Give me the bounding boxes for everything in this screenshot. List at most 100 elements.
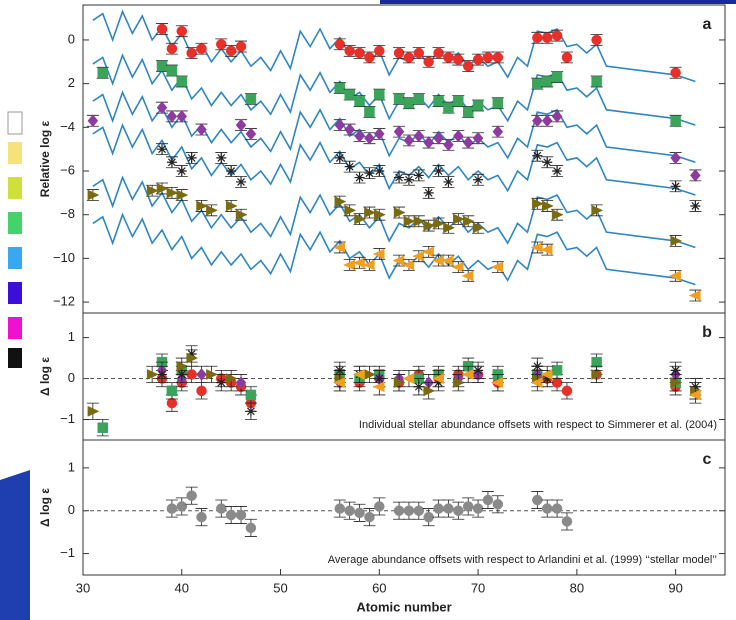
data-point [166, 157, 177, 168]
data-point [352, 257, 365, 269]
data-point [492, 499, 504, 510]
data-point [206, 369, 219, 380]
data-point [374, 501, 385, 512]
data-point [87, 114, 99, 128]
data-point [334, 196, 347, 207]
data-point [176, 360, 189, 372]
data-point [97, 67, 109, 78]
data-point [166, 385, 178, 397]
data-point [362, 259, 375, 271]
data-point [423, 187, 434, 198]
data-point [344, 123, 356, 136]
data-point [670, 377, 683, 389]
data-point [333, 377, 346, 389]
data-point [561, 516, 573, 527]
data-point [472, 54, 484, 65]
data-point [343, 259, 355, 271]
model-line [92, 212, 696, 286]
data-point [461, 270, 474, 282]
data-point [532, 32, 543, 43]
data-point [176, 189, 189, 201]
data-point [235, 376, 247, 390]
data-point [403, 134, 415, 147]
data-point [334, 82, 346, 94]
data-point [196, 200, 209, 212]
x-tick-label: 90 [668, 580, 682, 595]
data-point [344, 161, 355, 172]
data-point [373, 127, 385, 141]
data-point [591, 204, 604, 216]
data-point [422, 246, 434, 258]
data-point [561, 385, 573, 397]
model-line [92, 122, 696, 196]
data-point [196, 368, 207, 381]
data-point [235, 118, 247, 132]
data-point [423, 220, 436, 232]
data-point [443, 138, 454, 152]
data-point [413, 170, 424, 181]
y-tick-label: −1 [60, 545, 75, 560]
data-point [344, 204, 357, 216]
data-point [156, 23, 168, 35]
data-point [532, 78, 543, 89]
data-point [423, 56, 434, 67]
data-point [403, 98, 415, 109]
data-point [542, 157, 553, 168]
data-point [402, 373, 415, 384]
y-tick-label: 1 [68, 329, 75, 344]
data-point [354, 129, 365, 143]
data-point [245, 93, 257, 105]
y-tick-label: −10 [53, 250, 75, 265]
data-point [87, 189, 100, 201]
y-tick-label: −8 [60, 206, 75, 221]
data-point [354, 507, 365, 519]
data-point [472, 222, 485, 234]
data-point [472, 100, 484, 111]
data-point [374, 166, 385, 177]
data-point [225, 200, 238, 212]
data-point [245, 389, 257, 401]
x-tick-label: 80 [570, 580, 584, 595]
data-point [492, 52, 504, 63]
data-point [374, 45, 385, 57]
data-point [157, 144, 168, 155]
data-point [156, 101, 168, 115]
data-point [591, 369, 604, 380]
decor-corner [0, 470, 30, 620]
panel-label: b [702, 324, 712, 341]
data-point [532, 361, 543, 372]
data-point [403, 505, 415, 516]
y-tick-label: 0 [68, 370, 75, 385]
data-point [216, 152, 227, 163]
data-point [334, 503, 346, 514]
data-point [551, 209, 564, 221]
data-point [441, 255, 454, 266]
data-point [482, 494, 494, 506]
panel-frame [82, 439, 726, 576]
data-point [670, 235, 683, 247]
data-point [364, 131, 375, 145]
data-point [235, 209, 248, 221]
data-point [462, 60, 474, 72]
data-point [452, 129, 464, 143]
data-point [186, 490, 197, 501]
data-point [541, 32, 553, 43]
side-swatches [7, 111, 23, 368]
annotation: Individual stellar abundance offsets wit… [359, 419, 717, 431]
data-point [670, 151, 681, 165]
y-axis-label: Δ log ε [38, 488, 52, 527]
data-point [461, 369, 474, 380]
data-point [688, 389, 701, 401]
data-point [374, 209, 386, 221]
data-point [423, 136, 435, 150]
data-point [364, 168, 375, 179]
data-point [453, 54, 464, 65]
data-point [156, 183, 169, 194]
data-point [374, 89, 385, 100]
data-point [176, 110, 188, 123]
data-point [166, 503, 178, 514]
data-point [591, 76, 602, 87]
x-tick-label: 60 [372, 580, 386, 595]
data-point [403, 215, 416, 227]
